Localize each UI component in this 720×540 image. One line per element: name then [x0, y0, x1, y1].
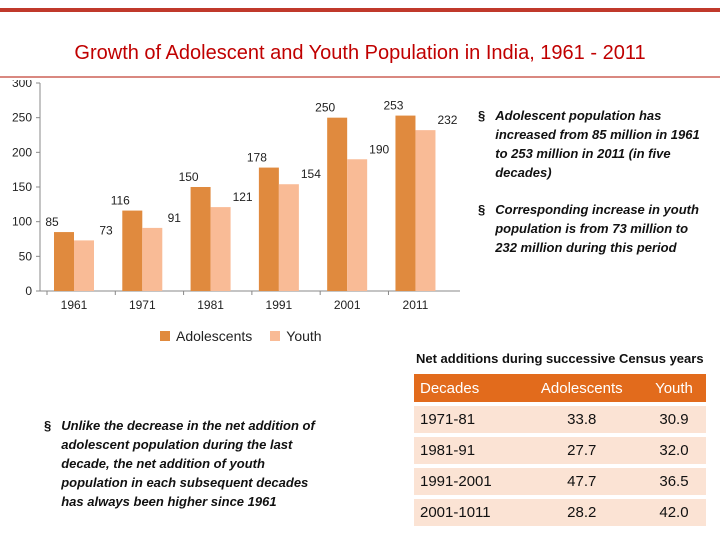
cell-adolescents: 33.8 — [521, 406, 642, 433]
bullet-point: § Corresponding increase in youth popula… — [478, 200, 708, 257]
x-category-label: 1971 — [129, 298, 156, 312]
cell-youth: 36.5 — [641, 468, 706, 495]
data-label-youth: 73 — [99, 223, 113, 237]
bottom-note: § Unlike the decrease in the net additio… — [44, 416, 334, 511]
data-label-youth: 91 — [168, 211, 182, 225]
bottom-note-text: Unlike the decrease in the net addition … — [61, 418, 315, 509]
cell-adolescents: 47.7 — [521, 468, 642, 495]
cell-decade: 1971-81 — [414, 406, 522, 433]
cell-decade: 2001-1011 — [414, 499, 522, 526]
legend-swatch-youth — [270, 331, 281, 341]
bullet-point: § Adolescent population has increased fr… — [478, 106, 708, 182]
x-category-label: 1991 — [266, 298, 293, 312]
cell-adolescents: 28.2 — [521, 499, 642, 526]
population-bar-chart: 0 50 100 150 200 250 300 85 73 1961 116 91 1971 150 12… — [12, 80, 460, 312]
bar-youth — [278, 184, 299, 291]
chart-legend: Adolescents Youth — [160, 328, 322, 344]
cell-youth: 30.9 — [641, 406, 706, 433]
data-label-youth: 190 — [369, 142, 389, 156]
header-adolescents: Adolescents — [521, 374, 642, 402]
table-caption: Net additions during successive Census y… — [416, 351, 704, 366]
legend-label-youth: Youth — [286, 328, 322, 344]
bar-adolescents — [54, 232, 74, 291]
y-tick-label: 300 — [12, 80, 32, 90]
bar-youth — [415, 130, 436, 291]
data-label-adolescents: 116 — [111, 194, 130, 208]
bar-youth — [142, 227, 163, 291]
table-row: 1991-2001 47.7 36.5 — [414, 468, 706, 495]
bar-youth — [210, 207, 231, 291]
data-label-adolescents: 253 — [383, 99, 403, 113]
cell-decade: 1981-91 — [414, 437, 522, 464]
bar-adolescents — [395, 115, 416, 291]
legend-swatch-adolescents — [160, 331, 170, 341]
data-label-youth: 154 — [301, 167, 321, 181]
table-header-row: Decades Adolescents Youth — [414, 374, 706, 402]
net-additions-table: Decades Adolescents Youth 1971-81 33.8 3… — [414, 370, 706, 530]
legend-label-adolescents: Adolescents — [176, 328, 253, 344]
header-decades: Decades — [414, 374, 522, 402]
table-row: 1971-81 33.8 30.9 — [414, 406, 706, 433]
bullet-marker: § — [478, 108, 486, 123]
y-tick-label: 50 — [19, 249, 33, 263]
data-label-adolescents: 85 — [45, 215, 59, 229]
cell-decade: 1991-2001 — [414, 468, 522, 495]
bar-adolescents — [190, 187, 211, 291]
table-row: 1981-91 27.7 32.0 — [414, 437, 706, 464]
x-category-label: 2001 — [334, 298, 361, 312]
data-label-adolescents: 250 — [315, 101, 335, 115]
cell-youth: 32.0 — [641, 437, 706, 464]
bar-adolescents — [122, 210, 143, 291]
top-accent-bar — [0, 8, 720, 12]
bar-adolescents — [258, 167, 279, 291]
y-tick-label: 200 — [12, 145, 32, 159]
cell-youth: 42.0 — [641, 499, 706, 526]
y-tick-label: 150 — [12, 180, 32, 194]
legend-item-youth: Youth — [270, 328, 322, 344]
cell-adolescents: 27.7 — [521, 437, 642, 464]
bullet-text: Corresponding increase in youth populati… — [495, 202, 699, 255]
header-youth: Youth — [641, 374, 706, 402]
y-tick-label: 0 — [25, 284, 32, 298]
x-category-label: 2011 — [403, 298, 429, 312]
bullet-marker: § — [478, 202, 486, 217]
data-label-youth: 232 — [437, 113, 457, 127]
key-points: § Adolescent population has increased fr… — [478, 106, 708, 275]
data-label-adolescents: 178 — [247, 151, 267, 165]
bar-adolescents — [327, 117, 348, 291]
table-row: 2001-1011 28.2 42.0 — [414, 499, 706, 526]
legend-item-adolescents: Adolescents — [160, 328, 252, 344]
x-category-label: 1981 — [197, 298, 224, 312]
page-title: Growth of Adolescent and Youth Populatio… — [74, 42, 646, 64]
bullet-marker: § — [44, 418, 52, 433]
data-label-adolescents: 150 — [179, 170, 199, 184]
data-label-youth: 121 — [233, 190, 253, 204]
bar-youth — [347, 159, 368, 291]
bar-youth — [74, 240, 94, 291]
x-category-label: 1961 — [61, 298, 88, 312]
y-tick-label: 250 — [12, 111, 32, 125]
title-divider — [0, 76, 720, 78]
y-tick-label: 100 — [12, 215, 32, 229]
bullet-text: Adolescent population has increased from… — [495, 108, 700, 180]
